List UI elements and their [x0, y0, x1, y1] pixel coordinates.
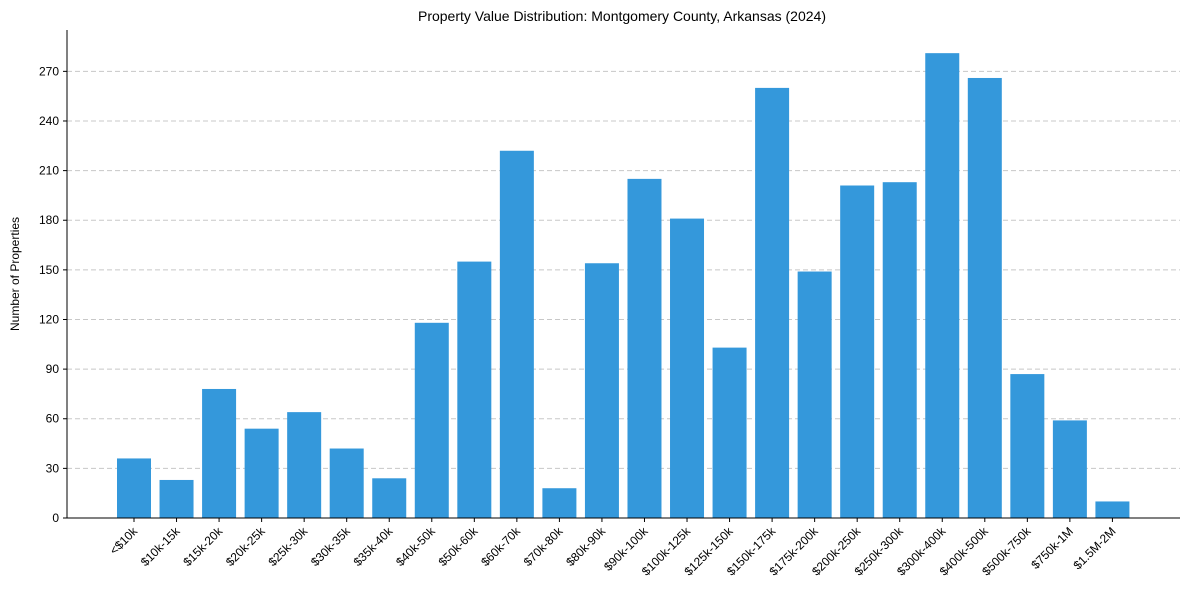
bar	[1095, 501, 1130, 518]
bar	[1052, 420, 1087, 518]
gridlines	[67, 70, 1180, 469]
y-axis-label: Number of Properties	[8, 217, 22, 331]
y-tick-label: 180	[39, 213, 59, 227]
bar	[159, 479, 194, 518]
x-tick-label: $60k-70k	[478, 524, 524, 570]
bar	[712, 347, 747, 518]
bar	[457, 261, 492, 518]
bar	[287, 412, 322, 518]
bar	[202, 388, 237, 518]
axes	[66, 30, 1180, 519]
x-tick-label: $50k-60k	[436, 524, 482, 570]
bar	[372, 478, 407, 518]
y-tick-label: 90	[46, 362, 60, 376]
y-tick-label: 0	[52, 511, 59, 525]
bar	[925, 53, 960, 518]
x-tick-label: $40k-50k	[393, 524, 439, 570]
chart-title: Property Value Distribution: Montgomery …	[418, 8, 826, 24]
bar	[542, 488, 577, 518]
x-tick-label: $15k-20k	[180, 524, 226, 570]
x-tick-label: $20k-25k	[223, 524, 269, 570]
bar	[840, 185, 875, 519]
bars	[117, 53, 1130, 519]
y-tick-label: 120	[39, 312, 59, 326]
x-tick-label: $35k-40k	[351, 524, 397, 570]
y-tick-label: 150	[39, 263, 59, 277]
y-tick-label: 30	[46, 461, 60, 475]
bar	[670, 218, 705, 518]
x-tick-label: $10k-15k	[138, 524, 184, 570]
bar	[117, 458, 151, 518]
bar	[627, 178, 662, 519]
x-tick-label: $1.5M-2M	[1070, 524, 1118, 572]
bar	[584, 263, 619, 518]
bar	[414, 322, 449, 518]
y-tick-label: 240	[39, 114, 59, 128]
bar	[499, 150, 534, 518]
bar	[755, 87, 790, 518]
x-tick-label: $25k-30k	[265, 524, 311, 570]
y-tick-label: 210	[39, 164, 59, 178]
bar	[797, 271, 832, 518]
x-tick-label: $30k-35k	[308, 524, 354, 570]
y-ticks: 0 30 60 90 120 150 180 210 240 270	[39, 64, 67, 525]
y-tick-label: 270	[39, 64, 59, 78]
y-tick-label: 60	[46, 412, 60, 426]
bar	[329, 448, 364, 518]
bar	[1010, 374, 1045, 518]
x-tick-label: $70k-80k	[521, 524, 567, 570]
x-tick-label: $750k-1M	[1028, 524, 1076, 572]
bar	[882, 182, 917, 519]
x-ticks: <$10k$10k-15k$15k-20k$20k-25k$25k-30k$30…	[107, 518, 1119, 578]
bar	[244, 428, 279, 518]
x-tick-label: <$10k	[107, 524, 141, 558]
bar	[967, 77, 1002, 519]
